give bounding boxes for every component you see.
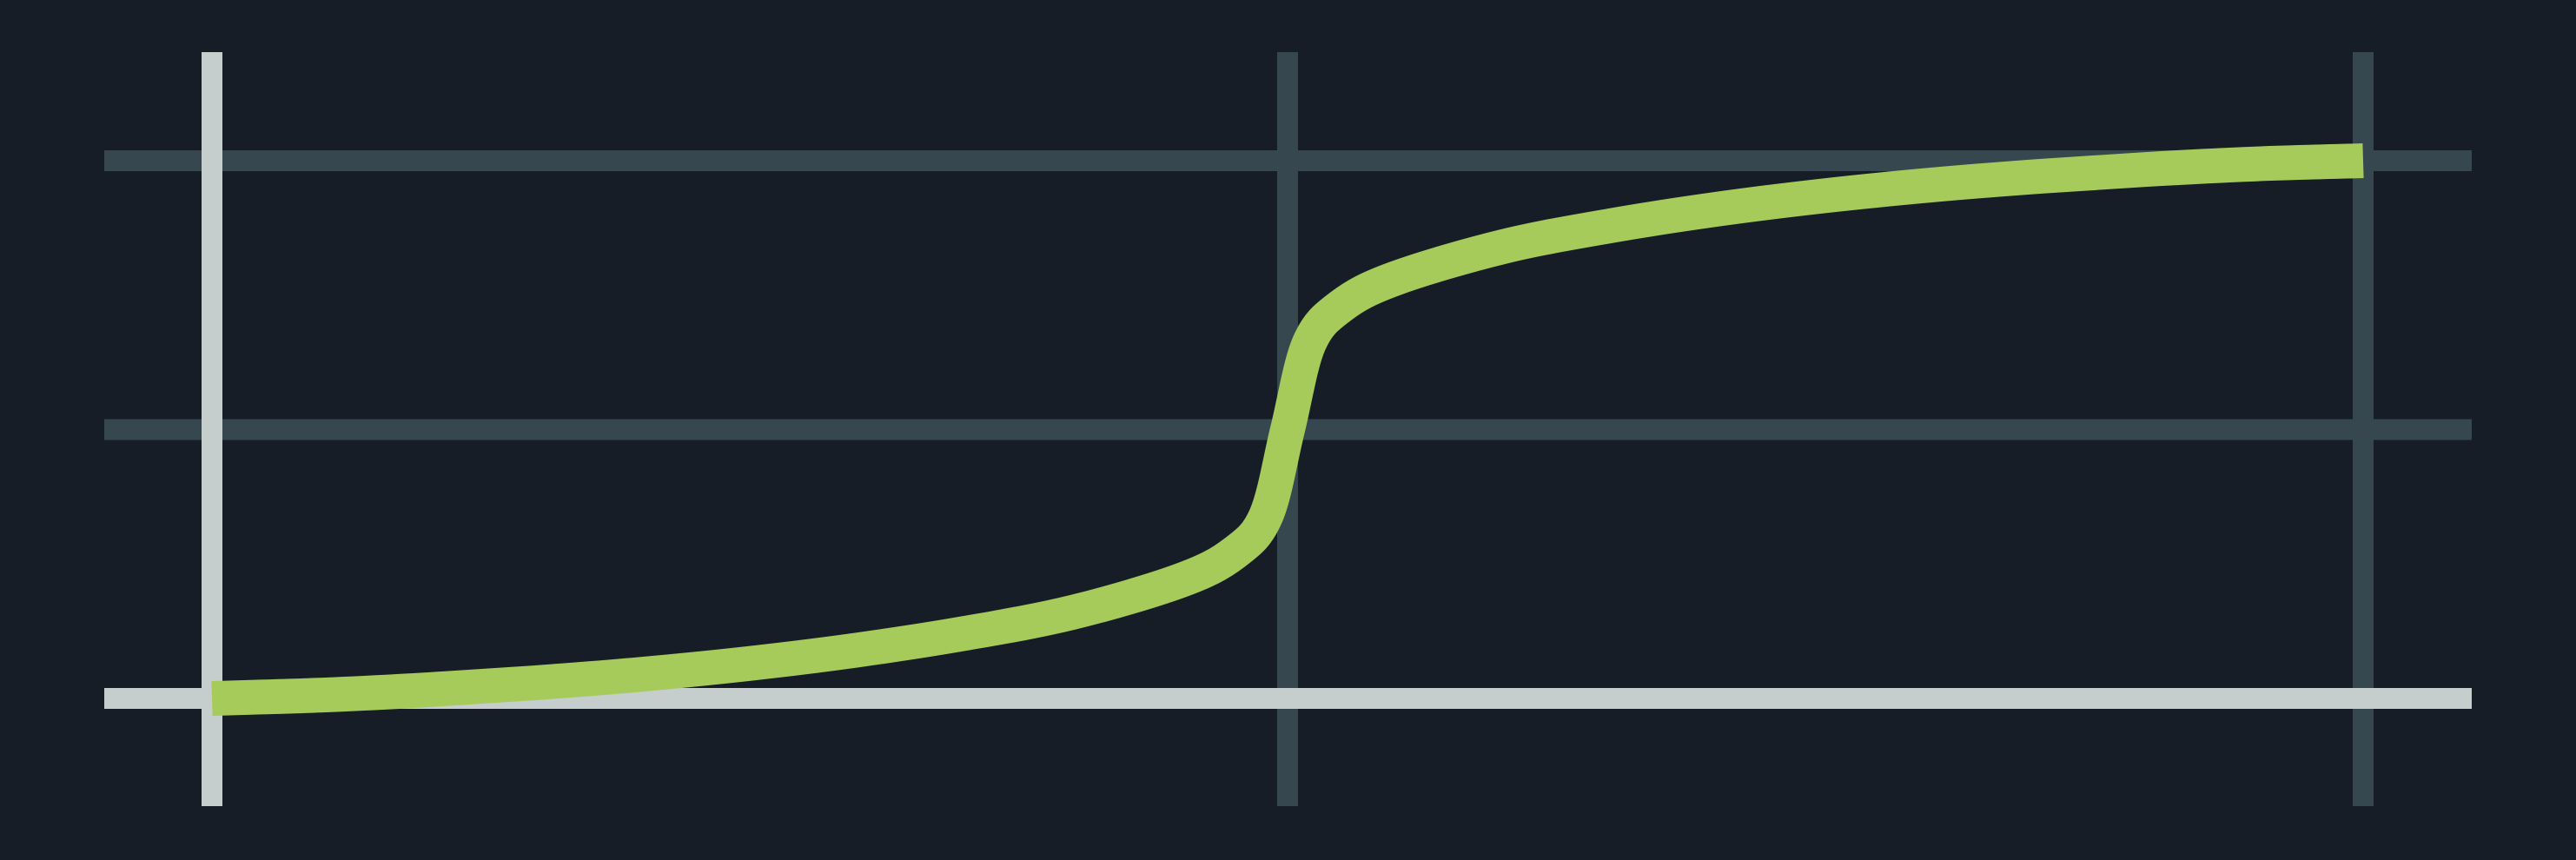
series-layer	[211, 143, 2364, 716]
series-line-0	[211, 143, 2364, 716]
